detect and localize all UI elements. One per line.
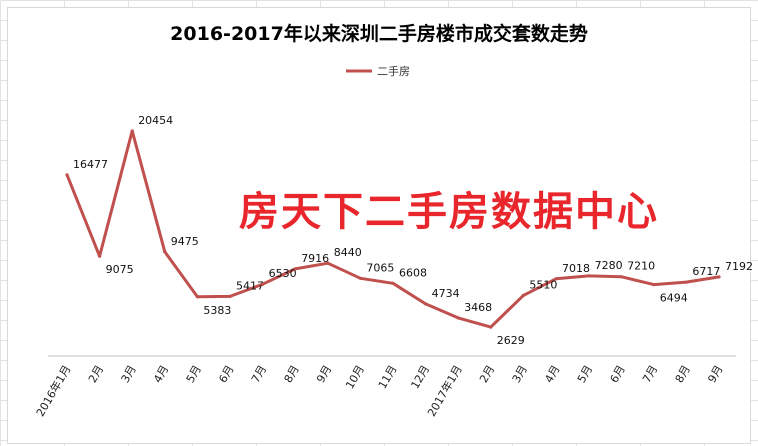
- data-label: 2629: [497, 334, 525, 347]
- data-label: 6717: [692, 265, 720, 278]
- data-label: 7916: [301, 252, 329, 265]
- data-label: 6530: [269, 267, 297, 280]
- x-tick-label: 2016年1月: [33, 363, 74, 419]
- data-point: [98, 254, 102, 258]
- data-point: [130, 129, 134, 133]
- data-label: 7192: [725, 260, 753, 273]
- data-label: 7018: [562, 262, 590, 275]
- x-tick-label: 2月: [477, 363, 497, 385]
- data-label: 9475: [171, 235, 199, 248]
- data-label: 5510: [529, 278, 557, 291]
- legend-label: 二手房: [377, 64, 410, 78]
- x-tick-label: 6月: [608, 363, 628, 385]
- data-point: [424, 302, 428, 306]
- data-point: [65, 173, 69, 177]
- x-tick-label: 4月: [151, 363, 171, 385]
- data-point: [652, 283, 656, 287]
- data-label: 20454: [138, 114, 173, 127]
- x-tick-label: 5月: [184, 363, 204, 385]
- data-label: 4734: [432, 287, 460, 300]
- data-point: [326, 261, 330, 265]
- data-point: [717, 275, 721, 279]
- chart-area[interactable]: [7, 7, 751, 444]
- x-tick-label: 8月: [282, 363, 302, 385]
- data-point: [391, 281, 395, 285]
- data-label: 5383: [203, 304, 231, 317]
- x-tick-label: 11月: [376, 363, 400, 391]
- x-tick-label: 8月: [673, 363, 693, 385]
- data-point: [163, 250, 167, 254]
- x-tick-label: 7月: [249, 363, 269, 385]
- data-point: [456, 316, 460, 320]
- data-point: [684, 280, 689, 284]
- watermark: 房天下二手房数据中心: [239, 189, 659, 235]
- data-point: [261, 282, 265, 286]
- data-point: [489, 325, 493, 329]
- x-tick-label: 7月: [640, 363, 660, 385]
- x-tick-label: 9月: [705, 363, 725, 385]
- data-point: [554, 277, 558, 281]
- data-point: [358, 276, 362, 280]
- data-label: 9075: [106, 263, 134, 276]
- data-label: 6494: [660, 292, 688, 305]
- x-tick-label: 12月: [408, 363, 432, 391]
- data-label: 16477: [73, 158, 108, 171]
- x-tick-label: 3月: [119, 363, 139, 385]
- data-label: 8440: [334, 246, 362, 259]
- data-label: 7280: [595, 259, 623, 272]
- data-point: [228, 294, 232, 298]
- x-tick-label: 3月: [510, 363, 530, 385]
- x-tick-label: 4月: [542, 363, 562, 385]
- data-label: 7210: [627, 260, 655, 273]
- chart-title: 2016-2017年以来深圳二手房楼市成交套数走势: [170, 22, 588, 45]
- data-label: 7065: [366, 261, 394, 274]
- data-point: [619, 275, 623, 279]
- data-label: 3468: [464, 301, 492, 314]
- x-tick-label: 2月: [86, 363, 106, 385]
- x-tick-label: 5月: [575, 363, 595, 385]
- x-tick-label: 10月: [343, 363, 367, 391]
- x-tick-label: 9月: [314, 363, 334, 385]
- x-tick-label: 6月: [216, 363, 236, 385]
- data-label: 6608: [399, 266, 427, 279]
- data-point: [521, 293, 526, 297]
- data-point: [587, 274, 591, 278]
- data-point: [293, 267, 297, 271]
- data-label: 5417: [236, 279, 264, 292]
- legend: 二手房: [346, 64, 410, 78]
- data-point: [195, 295, 199, 299]
